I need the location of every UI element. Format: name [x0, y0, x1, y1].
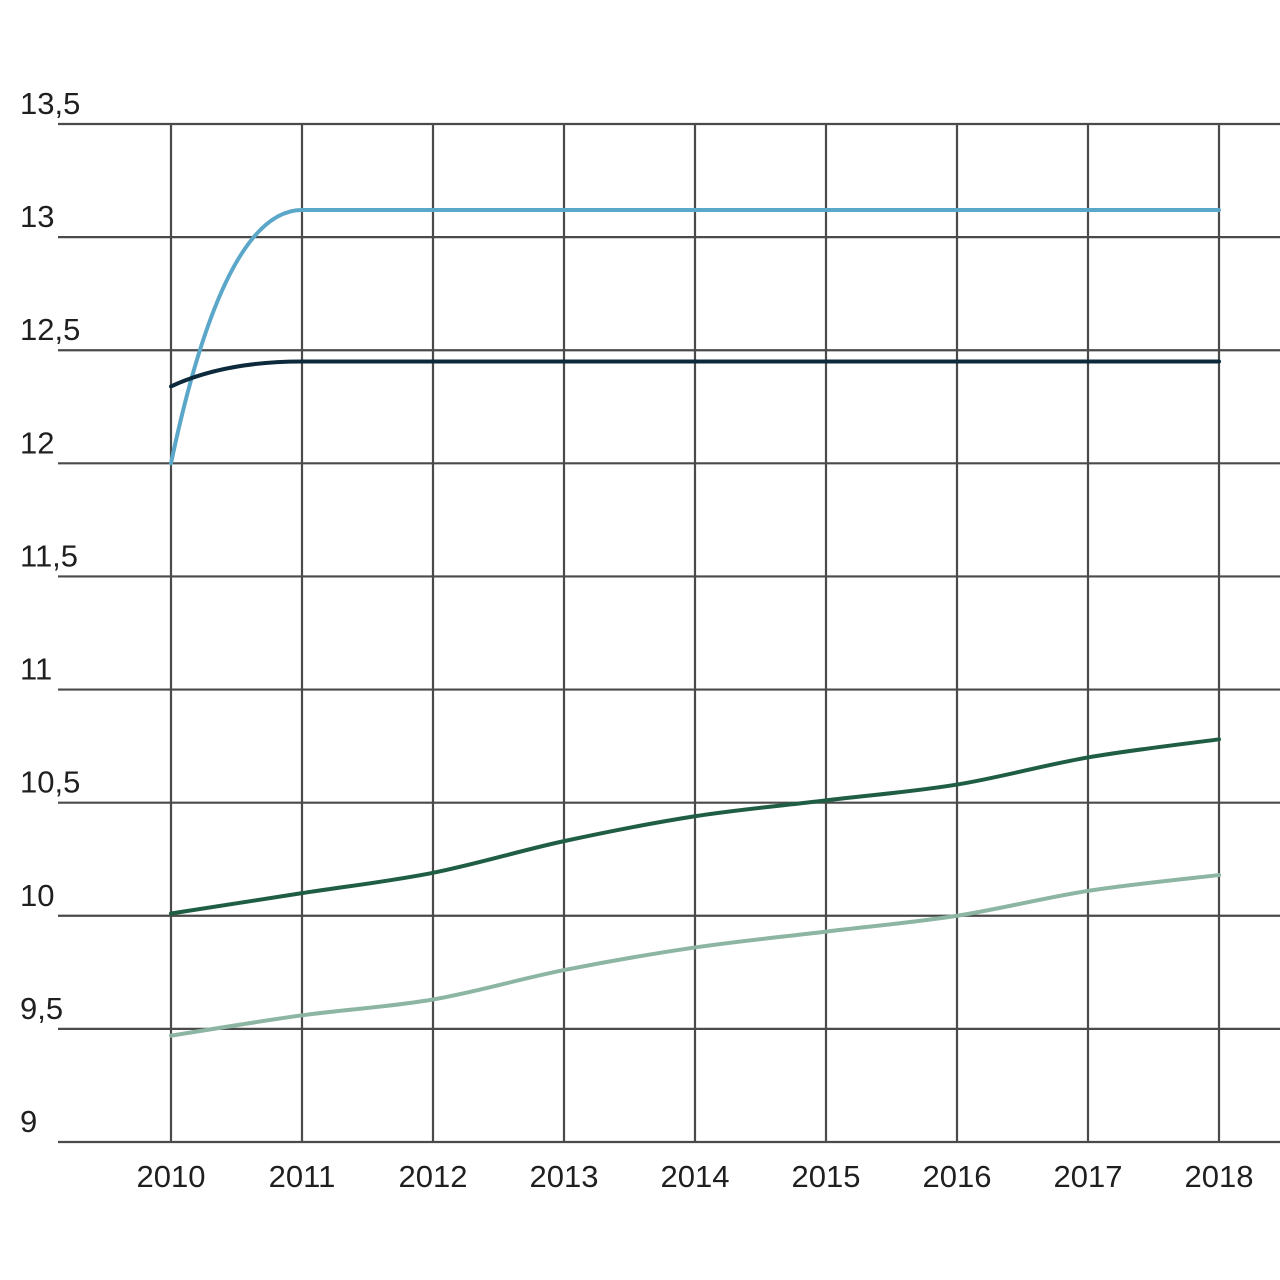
y-tick-label: 11,5 — [20, 538, 78, 573]
y-axis-labels: 9 9,5 10 10,5 11 11,5 12 12,5 13 13,5 — [20, 86, 80, 1139]
y-tick-label: 9,5 — [20, 991, 63, 1026]
x-tick-label: 2015 — [792, 1159, 861, 1194]
y-tick-label: 9 — [20, 1104, 37, 1139]
x-tick-label: 2016 — [923, 1159, 992, 1194]
x-tick-label: 2010 — [137, 1159, 206, 1194]
series-line-2 — [169, 359, 1221, 389]
x-tick-label: 2012 — [399, 1159, 468, 1194]
y-tick-label: 13 — [20, 199, 54, 234]
x-tick-label: 2017 — [1054, 1159, 1123, 1194]
series-line-3 — [169, 737, 1221, 916]
x-axis-labels: 2010 2011 2012 2013 2014 2015 2016 2017 2018 — [137, 1159, 1254, 1194]
x-tick-label: 2014 — [661, 1159, 730, 1194]
data-series — [169, 207, 1221, 1038]
y-tick-label: 11 — [20, 652, 52, 687]
x-tick-label: 2011 — [269, 1159, 336, 1194]
y-tick-label: 12 — [20, 425, 54, 460]
x-tick-label: 2013 — [530, 1159, 599, 1194]
series-line-4 — [169, 873, 1221, 1038]
y-tick-label: 13,5 — [20, 86, 80, 121]
y-tick-label: 12,5 — [20, 312, 80, 347]
x-tick-label: 2018 — [1185, 1159, 1254, 1194]
y-tick-label: 10 — [20, 878, 54, 913]
y-tick-label: 10,5 — [20, 765, 80, 800]
series-line-1 — [169, 207, 1221, 466]
grid-lines — [58, 122, 1280, 1144]
